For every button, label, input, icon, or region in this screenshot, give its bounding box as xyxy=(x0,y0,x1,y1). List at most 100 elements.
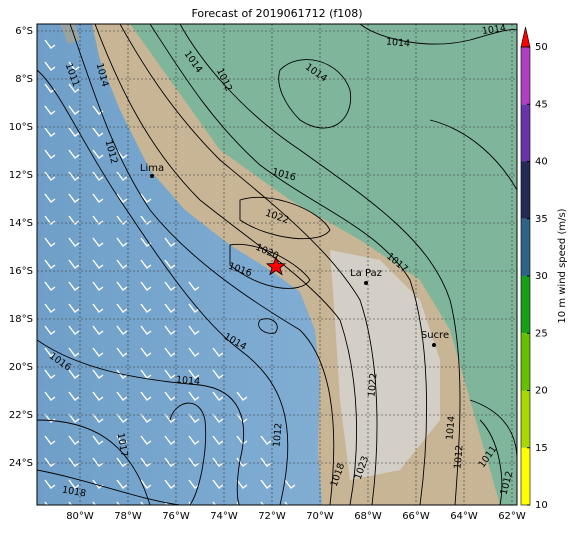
contour-label: 1014 xyxy=(481,23,506,37)
wind-barb xyxy=(140,347,152,357)
wind-barb xyxy=(140,369,152,379)
lon-label: 76°W xyxy=(162,511,190,522)
wind-barb xyxy=(284,479,296,489)
wind-barb xyxy=(44,413,56,423)
wind-barb xyxy=(116,413,128,423)
wind-barb xyxy=(140,391,152,401)
colorbar-tick-label: 20 xyxy=(535,386,548,397)
wind-barb xyxy=(188,413,200,423)
city-dot xyxy=(150,174,154,178)
city-dot xyxy=(432,343,436,347)
wind-barb xyxy=(188,435,200,445)
wind-barb xyxy=(92,149,104,159)
wind-barb xyxy=(212,457,224,467)
colorbar-tick-label: 50 xyxy=(535,42,548,53)
lon-label: 78°W xyxy=(114,511,142,522)
wind-barb xyxy=(68,303,80,313)
wind-barb xyxy=(68,83,80,93)
wind-barb xyxy=(188,479,200,489)
contour-label: 1012 xyxy=(271,422,284,447)
wind-barb xyxy=(92,325,104,335)
colorbar-segment xyxy=(521,333,530,391)
wind-barb xyxy=(92,171,104,181)
wind-barb xyxy=(44,391,56,401)
wind-barb xyxy=(116,259,128,269)
wind-barb xyxy=(44,61,56,71)
contour-label: 1014 xyxy=(175,374,200,387)
wind-barb xyxy=(68,193,80,203)
wind-barb xyxy=(92,369,104,379)
colorbar-tick-label: 30 xyxy=(535,271,548,282)
wind-barb xyxy=(212,369,224,379)
lon-label: 74°W xyxy=(210,511,238,522)
wind-barb xyxy=(164,435,176,445)
wind-barb xyxy=(116,215,128,225)
wind-barb xyxy=(116,369,128,379)
wind-barb xyxy=(92,457,104,467)
wind-barb xyxy=(68,369,80,379)
colorbar-segment xyxy=(521,161,530,219)
wind-barb xyxy=(68,171,80,181)
colorbar-tick-label: 40 xyxy=(535,157,548,168)
colorbar-segment xyxy=(521,104,530,162)
wind-barb xyxy=(44,149,56,159)
map-frame xyxy=(36,23,518,506)
wind-barb xyxy=(140,215,152,225)
colorbar-tick-label: 25 xyxy=(535,328,548,339)
colorbar-segment xyxy=(521,447,530,505)
wind-barb xyxy=(68,347,80,357)
wind-barb xyxy=(140,303,152,313)
graticule xyxy=(37,24,517,505)
wind-barb xyxy=(44,237,56,247)
wind-barb xyxy=(188,303,200,313)
wind-barb xyxy=(140,479,152,489)
altiplano xyxy=(330,250,440,480)
wind-barb xyxy=(44,259,56,269)
wind-barb xyxy=(236,479,248,489)
lon-label: 68°W xyxy=(354,511,382,522)
wind-barb xyxy=(236,457,248,467)
colorbar-label: 10 m wind speed (m/s) xyxy=(557,208,568,323)
wind-barb xyxy=(44,193,56,203)
contour-label: 1014 xyxy=(444,415,457,440)
wind-barb xyxy=(68,281,80,291)
lon-label: 70°W xyxy=(306,511,334,522)
wind-barb xyxy=(68,479,80,489)
city-label: La Paz xyxy=(350,268,382,279)
wind-barb xyxy=(188,325,200,335)
wind-barb xyxy=(92,193,104,203)
contour-label: 1017 xyxy=(114,432,129,458)
wind-barb xyxy=(116,237,128,247)
wind-barb xyxy=(188,457,200,467)
wind-barb xyxy=(260,457,272,467)
wind-barb xyxy=(44,369,56,379)
wind-barb xyxy=(68,457,80,467)
wind-barb xyxy=(116,347,128,357)
wind-barb xyxy=(116,171,128,181)
wind-barb xyxy=(44,127,56,137)
wind-barb xyxy=(164,413,176,423)
wind-barb xyxy=(68,105,80,115)
contour-label: 1014 xyxy=(385,36,410,49)
wind-barb xyxy=(68,61,80,71)
colorbar-extend xyxy=(520,26,531,48)
wind-barb xyxy=(92,237,104,247)
colorbar-segment xyxy=(521,47,530,105)
wind-barb xyxy=(116,303,128,313)
wind-barb xyxy=(92,215,104,225)
wind-barb xyxy=(68,413,80,423)
title: Forecast of 2019061712 (f108) xyxy=(191,7,362,20)
wind-barb xyxy=(44,105,56,115)
wind-barb xyxy=(68,435,80,445)
wind-barb xyxy=(44,479,56,489)
wind-barb xyxy=(164,325,176,335)
wind-barb xyxy=(92,127,104,137)
lat-label: 12°S xyxy=(9,170,33,181)
wind-barb xyxy=(92,259,104,269)
contour-label: 1022 xyxy=(366,372,379,397)
wind-barb xyxy=(164,303,176,313)
wind-barb xyxy=(92,391,104,401)
wind-barb xyxy=(92,435,104,445)
wind-barb xyxy=(44,435,56,445)
wind-barb xyxy=(44,215,56,225)
